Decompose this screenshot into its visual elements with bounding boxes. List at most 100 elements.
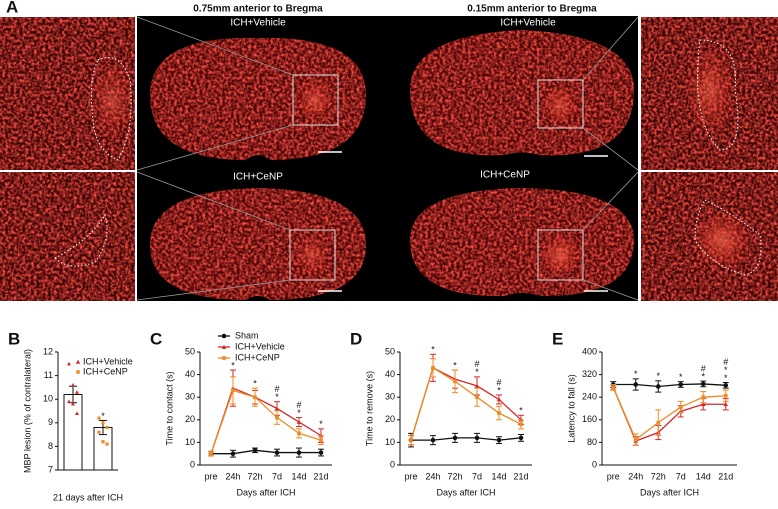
x-tick-label: pre	[607, 471, 620, 481]
marker	[701, 395, 706, 400]
marker	[252, 448, 258, 453]
marker	[496, 437, 502, 443]
marker	[105, 442, 109, 446]
marker	[678, 382, 684, 387]
marker	[474, 383, 480, 388]
marker	[475, 395, 479, 400]
line	[612, 387, 726, 441]
panel-label: D	[350, 329, 362, 348]
marker	[633, 437, 638, 442]
legend-marker	[222, 356, 226, 360]
x-tick-label: 14d	[291, 471, 306, 481]
marker	[611, 385, 616, 390]
y-tick-label: 0	[592, 459, 597, 469]
annotation: *	[701, 371, 705, 381]
annotation: *	[634, 369, 638, 379]
line	[210, 389, 322, 454]
image-label: ICH+Vehicle	[230, 18, 286, 29]
marker	[75, 390, 79, 394]
marker	[296, 450, 302, 455]
x-tick-label: 21d	[313, 471, 328, 481]
marker	[101, 440, 105, 444]
annotation: *	[297, 408, 301, 418]
marker	[209, 451, 213, 456]
annotation: *	[275, 392, 279, 402]
marker	[496, 397, 502, 402]
image-label: ICH+CeNP	[233, 172, 283, 183]
x-axis-label: Days after ICH	[640, 487, 699, 497]
x-axis-label: 21 days after ICH	[53, 492, 123, 502]
x-tick-label: 21d	[513, 471, 528, 481]
annotation: #	[701, 363, 706, 373]
x-axis-label: Days after ICH	[236, 487, 295, 497]
x-axis-label: Days after ICH	[436, 487, 495, 497]
x-tick-label: 72h	[447, 471, 462, 481]
marker	[253, 395, 257, 400]
y-tick-label: 12	[43, 346, 53, 356]
marker	[97, 430, 101, 434]
y-tick-label: 20	[185, 414, 195, 424]
line	[613, 383, 726, 388]
marker	[497, 411, 501, 415]
x-tick-label: 72h	[247, 471, 262, 481]
y-tick-label: 10	[385, 437, 395, 447]
legend-label: ICH+Vehicle	[235, 341, 285, 351]
x-tick-label: 24h	[628, 471, 643, 481]
marker	[67, 399, 71, 404]
marker	[97, 416, 101, 420]
y-tick-label: 30	[185, 392, 195, 402]
y-tick-label: 400	[582, 346, 597, 356]
marker	[453, 379, 457, 384]
x-tick-label: 7d	[676, 471, 686, 481]
y-axis-label: MBP lesion (% of contralateral)	[22, 349, 32, 473]
x-tick-label: 7d	[472, 471, 482, 481]
y-tick-label: 11	[44, 370, 53, 380]
legend-marker	[221, 333, 227, 339]
y-tick-label: 9	[48, 417, 53, 427]
annotation: *	[431, 345, 435, 355]
y-tick-label: 30	[385, 392, 395, 402]
line	[410, 366, 522, 441]
annotation: *	[231, 360, 235, 370]
annotation: *	[475, 367, 479, 377]
y-tick-label: 240	[582, 392, 597, 402]
x-tick-label: 72h	[651, 471, 666, 481]
marker	[518, 435, 524, 441]
annotation: *	[519, 406, 523, 416]
x-tick-label: 14d	[491, 471, 506, 481]
line	[211, 449, 321, 455]
marker	[474, 435, 480, 441]
marker	[319, 438, 323, 442]
marker	[71, 383, 75, 387]
marker	[430, 437, 436, 443]
marker	[633, 382, 639, 387]
line	[410, 366, 522, 441]
y-tick-label: 0	[390, 459, 395, 469]
annotation: *	[724, 373, 728, 383]
legend-label: ICH+CeNP	[235, 352, 280, 362]
marker	[231, 388, 235, 393]
y-tick-label: 40	[185, 369, 195, 379]
marker	[275, 415, 279, 420]
y-tick-label: 40	[385, 369, 395, 379]
y-tick-label: 80	[587, 437, 597, 447]
annotation: *	[319, 419, 323, 429]
heading: 0.15mm anterior to Bregma	[467, 4, 597, 15]
annotation: *	[453, 360, 457, 370]
annotation: #	[496, 377, 501, 387]
marker	[723, 393, 728, 398]
panel-label: E	[552, 329, 563, 348]
annotation: *	[101, 411, 105, 421]
annotation: #	[274, 384, 279, 394]
marker	[274, 406, 280, 411]
marker	[105, 425, 109, 430]
legend-label: ICH+CeNP	[83, 366, 128, 376]
y-tick-label: 10	[43, 394, 53, 404]
line	[411, 437, 522, 441]
y-tick-label: 20	[385, 414, 395, 424]
marker	[452, 435, 458, 441]
annotation: *	[724, 365, 728, 375]
x-tick-label: 14d	[696, 471, 711, 481]
annotation: *	[656, 371, 660, 381]
y-tick-label: 160	[582, 414, 597, 424]
